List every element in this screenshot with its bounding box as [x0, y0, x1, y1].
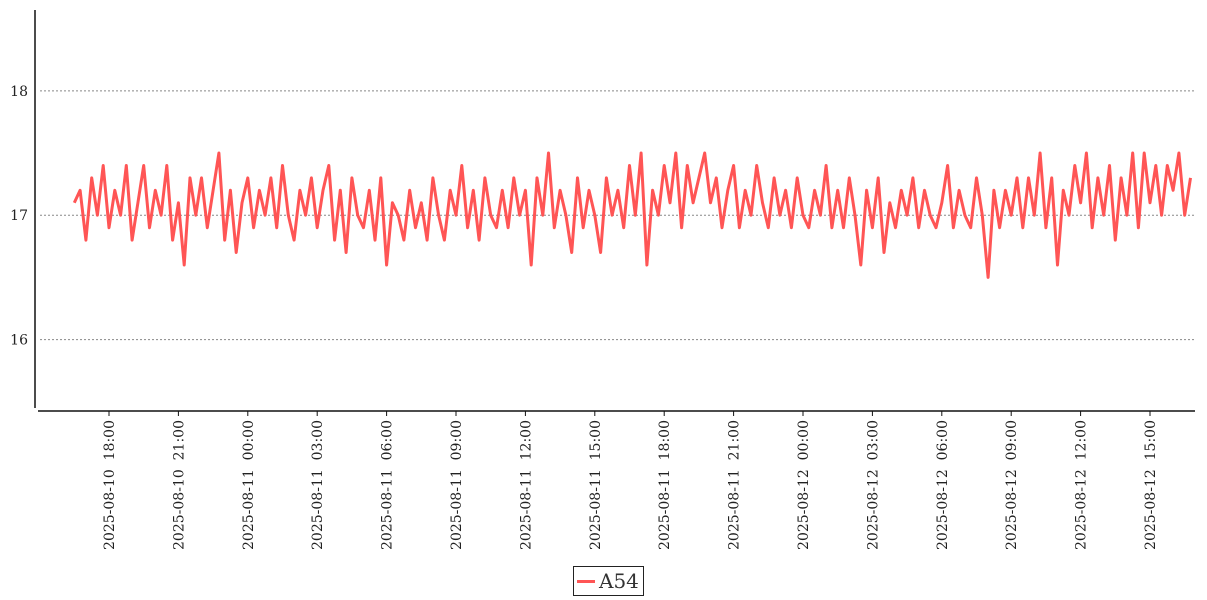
x-tick-label: 2025-08-10 18:00	[102, 420, 118, 550]
x-tick-label: 2025-08-11 15:00	[588, 420, 604, 550]
x-tick-label: 2025-08-12 15:00	[1143, 420, 1159, 550]
x-tick-label: 2025-08-12 09:00	[1004, 420, 1020, 550]
x-tick-label: 2025-08-11 03:00	[310, 420, 326, 550]
x-tick-label: 2025-08-12 03:00	[865, 420, 881, 550]
y-tick-label: 17	[10, 208, 28, 224]
x-tick-label: 2025-08-11 06:00	[380, 420, 396, 550]
x-tick-label: 2025-08-11 00:00	[241, 420, 257, 550]
x-tick-label: 2025-08-11 09:00	[449, 420, 465, 550]
x-tick-labels: 2025-08-10 18:00 2025-08-10 21:00 2025-08-…	[102, 411, 1159, 550]
series-layer	[72, 151, 1192, 279]
y-tick-labels: 16 17 18	[10, 84, 28, 349]
legend: A54	[573, 566, 644, 596]
y-tick-label: 16	[10, 333, 28, 349]
x-tick-label: 2025-08-10 21:00	[171, 420, 187, 550]
legend-swatch	[577, 579, 595, 583]
x-tick-label: 2025-08-12 12:00	[1074, 420, 1090, 550]
x-tick-label: 2025-08-11 18:00	[657, 420, 673, 550]
legend-label: A54	[599, 569, 639, 593]
x-tick-label: 2025-08-12 06:00	[935, 420, 951, 550]
x-tick-label: 2025-08-11 21:00	[727, 420, 743, 550]
x-tick-label: 2025-08-11 12:00	[518, 420, 534, 550]
series-line-a54	[72, 151, 1192, 279]
x-tick-label: 2025-08-12 00:00	[796, 420, 812, 550]
axes	[34, 10, 1195, 412]
y-tick-label: 18	[10, 84, 28, 100]
